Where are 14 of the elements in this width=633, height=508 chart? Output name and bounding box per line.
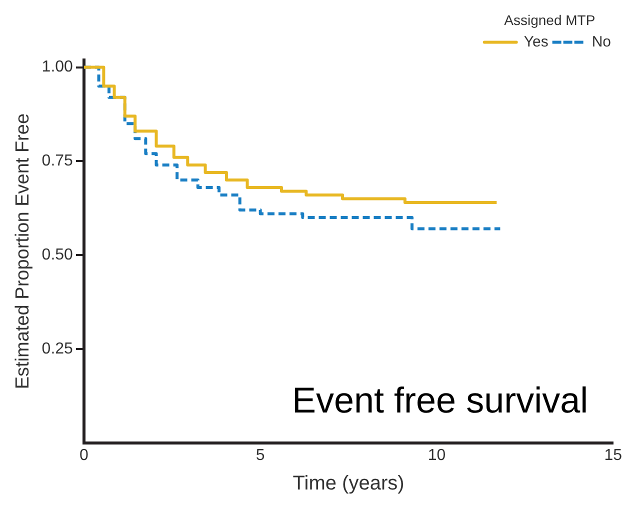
legend-label: No bbox=[592, 33, 612, 50]
legend-title: Assigned MTP bbox=[504, 12, 596, 28]
y-tick-label: 0.25 bbox=[42, 340, 74, 358]
x-tick-label: 15 bbox=[604, 446, 622, 464]
x-axis-title: Time (years) bbox=[292, 472, 404, 495]
x-tick-label: 5 bbox=[256, 446, 265, 464]
y-tick-label: 1.00 bbox=[42, 58, 74, 76]
legend-label: Yes bbox=[524, 33, 548, 50]
y-tick-label: 0.75 bbox=[42, 152, 74, 170]
x-tick-label: 10 bbox=[428, 446, 446, 464]
annotation: Event free survival bbox=[292, 380, 588, 421]
y-axis-title: Estimated Proportion Event Free bbox=[12, 113, 34, 390]
y-tick-label: 0.50 bbox=[42, 246, 74, 264]
x-tick-label: 0 bbox=[79, 446, 88, 464]
